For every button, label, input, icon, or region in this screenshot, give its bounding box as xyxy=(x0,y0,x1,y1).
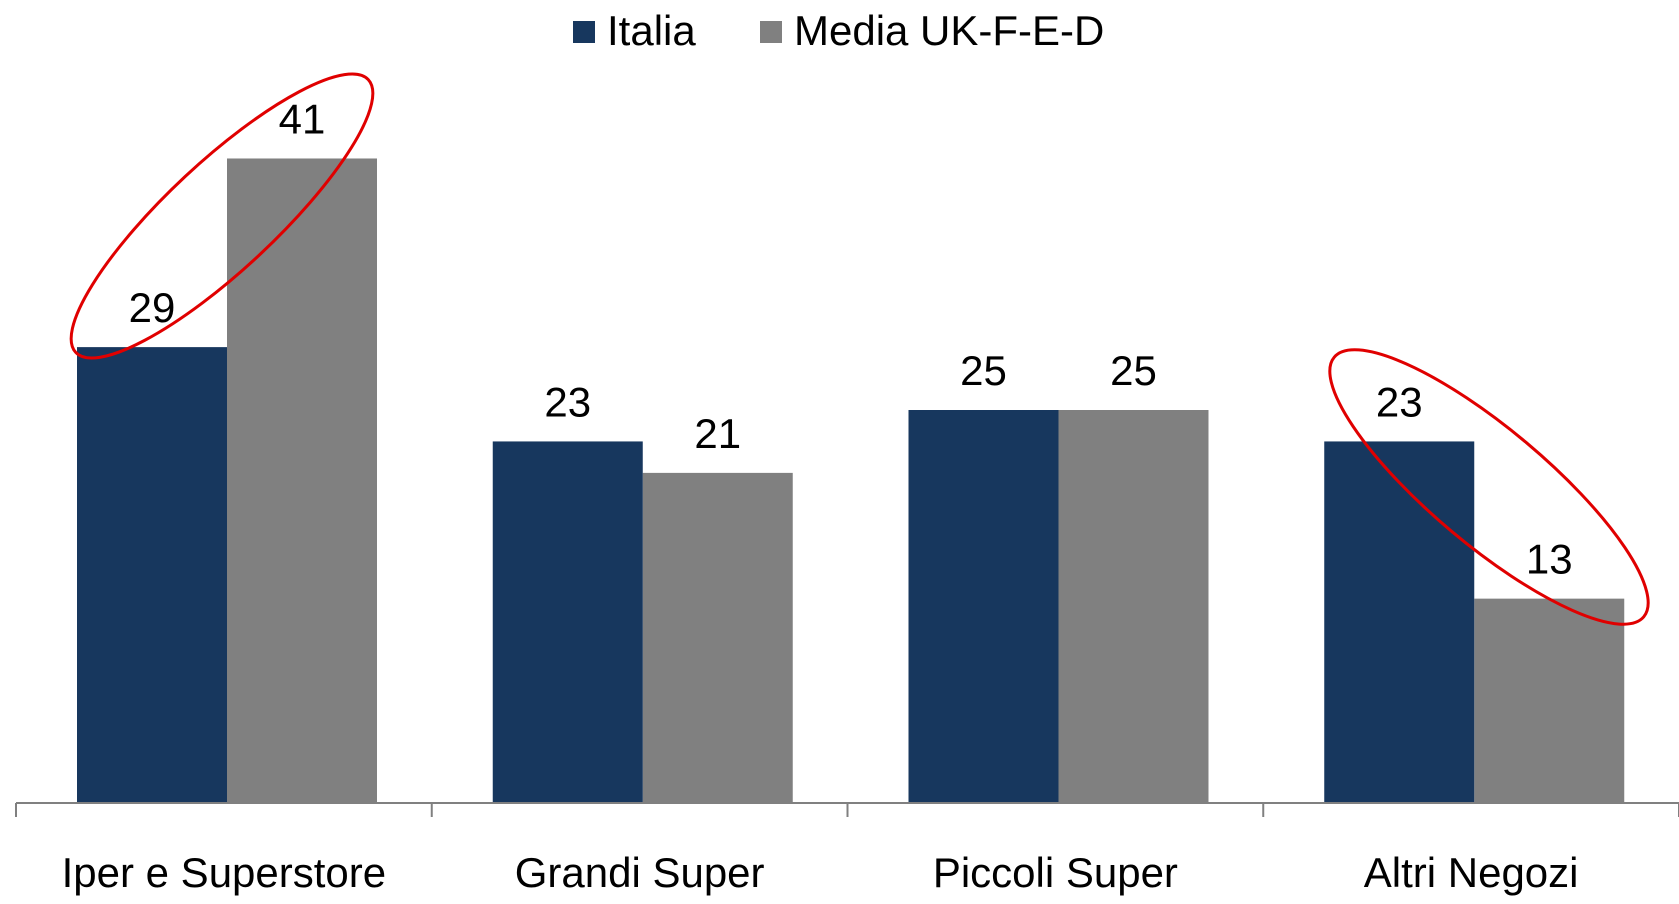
bar xyxy=(1324,441,1475,803)
legend-label: Italia xyxy=(607,7,696,54)
highlight-ellipse xyxy=(69,72,375,360)
bar xyxy=(77,347,227,803)
data-label: 41 xyxy=(279,96,326,143)
highlight-ellipse xyxy=(1328,348,1650,626)
bar xyxy=(642,472,793,803)
bar xyxy=(492,441,643,803)
data-label: 23 xyxy=(544,379,591,426)
bar xyxy=(1058,410,1209,803)
x-tick-label: Piccoli Super xyxy=(933,849,1178,896)
bar xyxy=(908,410,1059,803)
bar xyxy=(227,158,377,804)
data-label: 29 xyxy=(129,284,176,331)
legend-swatch xyxy=(760,21,782,43)
data-label: 25 xyxy=(960,347,1007,394)
x-tick-label: Iper e Superstore xyxy=(62,849,387,896)
x-tick-label: Altri Negozi xyxy=(1364,849,1579,896)
legend-label: Media UK-F-E-D xyxy=(794,7,1104,54)
data-label: 25 xyxy=(1110,347,1157,394)
data-label: 21 xyxy=(694,410,741,457)
x-tick-label: Grandi Super xyxy=(515,849,765,896)
bar xyxy=(1474,598,1625,803)
data-label: 13 xyxy=(1526,536,1573,583)
data-label: 23 xyxy=(1376,379,1423,426)
legend-swatch xyxy=(573,21,595,43)
